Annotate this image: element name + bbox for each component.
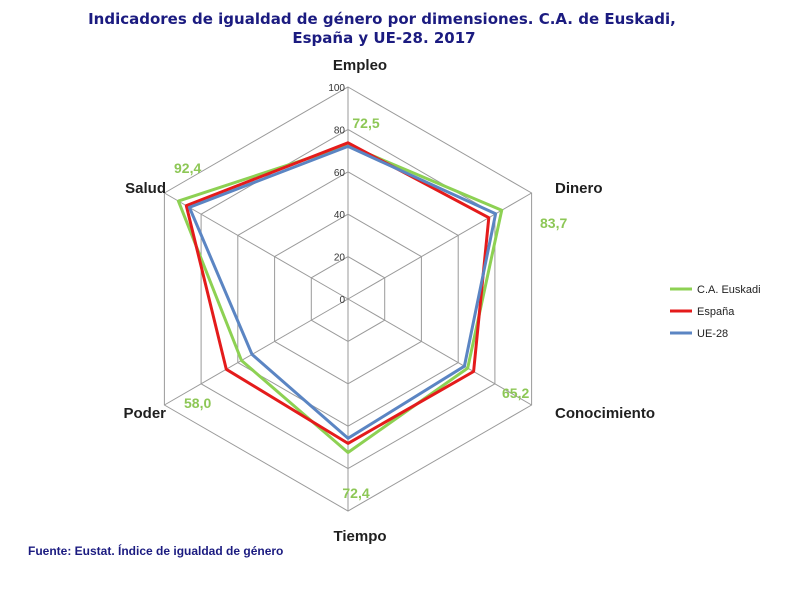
radar-grid xyxy=(163,86,533,512)
radial-ticks: 0 20 40 60 80 100 xyxy=(328,83,345,306)
category-label-dinero: Dinero xyxy=(555,180,603,197)
tick-label-40: 40 xyxy=(334,210,346,221)
chart-title-line-2: España y UE-28. 2017 xyxy=(292,29,475,47)
spoke-conocimiento xyxy=(347,298,532,406)
category-label-tiempo: Tiempo xyxy=(333,528,386,545)
legend-label-ue-28: UE-28 xyxy=(697,328,728,340)
tick-label-60: 60 xyxy=(334,168,346,179)
data-label-salud: 92,4 xyxy=(174,160,201,176)
category-label-salud: Salud xyxy=(125,180,166,197)
spoke-salud xyxy=(164,192,349,300)
legend-label-c-a-euskadi: C.A. Euskadi xyxy=(697,284,761,296)
tick-label-20: 20 xyxy=(334,253,346,264)
series-lines xyxy=(176,141,504,454)
source-note: Fuente: Eustat. Índice de igualdad de gé… xyxy=(28,543,283,558)
series-ue-28 xyxy=(187,144,498,440)
category-labels: Empleo Dinero Conocimiento Tiempo Poder Salud xyxy=(123,57,655,545)
data-label-dinero: 83,7 xyxy=(540,215,567,231)
data-label-poder: 58,0 xyxy=(184,395,211,411)
legend: C.A. Euskadi España UE-28 xyxy=(670,284,761,340)
data-label-conocimiento: 65,2 xyxy=(502,385,529,401)
tick-label-80: 80 xyxy=(334,125,346,136)
category-label-empleo: Empleo xyxy=(333,57,387,74)
tick-label-100: 100 xyxy=(328,83,345,94)
spoke-dinero xyxy=(347,192,532,300)
series-c-a-euskadi xyxy=(176,143,504,454)
tick-label-0: 0 xyxy=(339,295,345,306)
series-espa-a xyxy=(184,141,491,445)
category-label-conocimiento: Conocimiento xyxy=(555,405,655,422)
legend-label-espa-a: España xyxy=(697,306,735,318)
data-label-empleo: 72,5 xyxy=(352,115,379,131)
category-label-poder: Poder xyxy=(123,405,166,422)
chart-title-line-1: Indicadores de igualdad de género por di… xyxy=(88,10,676,28)
data-label-tiempo: 72,4 xyxy=(342,485,369,501)
spoke-poder xyxy=(164,298,349,406)
data-labels: 72,5 83,7 65,2 72,4 58,0 92,4 xyxy=(174,115,567,501)
